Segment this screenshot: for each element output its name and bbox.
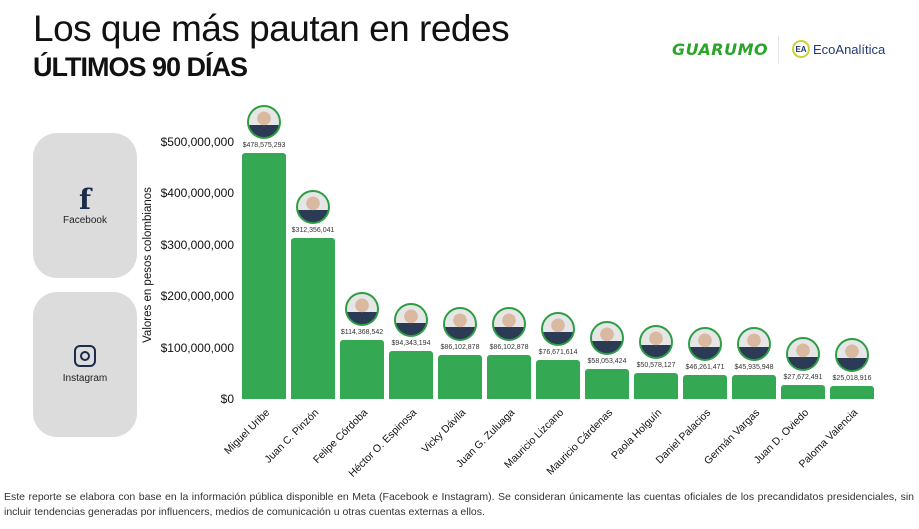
- candidate-avatar: [394, 302, 428, 337]
- footer-note: Este reporte se elabora con base en la i…: [4, 491, 914, 518]
- bar: [487, 354, 531, 399]
- candidate-avatar: [492, 306, 526, 341]
- data-label: $94,343,194: [391, 339, 431, 347]
- x-tick-label: Vicky Dávila: [419, 406, 469, 456]
- bar: [291, 238, 335, 399]
- bar: [438, 354, 482, 399]
- bar: [242, 153, 286, 399]
- y-tick-label: $500,000,000: [160, 135, 234, 149]
- y-tick-label: $300,000,000: [160, 237, 234, 252]
- candidate-avatar: [247, 105, 281, 139]
- candidate-avatar: [639, 325, 673, 359]
- data-label: $76,671,614: [538, 348, 578, 356]
- y-tick-label: $0: [220, 392, 234, 406]
- bar: [585, 369, 629, 399]
- data-label: $50,578,127: [636, 362, 676, 369]
- candidate-avatar: [296, 190, 330, 225]
- candidate-avatar: [688, 327, 722, 362]
- candidate-avatar: [541, 311, 575, 346]
- bar: [781, 384, 825, 399]
- candidate-avatar: [737, 327, 771, 362]
- bar: [536, 359, 580, 399]
- data-label: $45,935,948: [734, 364, 774, 372]
- bar: [634, 373, 678, 399]
- facebook-label: Facebook: [63, 215, 107, 226]
- candidate-avatar: [443, 306, 477, 341]
- guarumo-logo: GUARUMO: [672, 40, 769, 59]
- bar: [732, 375, 776, 399]
- candidate-avatar: [835, 338, 869, 373]
- page-subtitle: ÚLTIMOS 90 DÍAS: [33, 52, 248, 82]
- bar: [340, 340, 384, 399]
- data-label: $312,356,041: [291, 227, 335, 235]
- instagram-label: Instagram: [62, 373, 108, 384]
- candidate-avatar: [345, 292, 379, 327]
- page-title: Los que más pautan en redes: [33, 8, 510, 49]
- y-tick-label: $400,000,000: [160, 186, 234, 201]
- facebook-card: f Facebook: [33, 133, 137, 278]
- instagram-card: Instagram: [33, 292, 137, 437]
- data-label: $478,575,293: [242, 142, 286, 149]
- bar: [830, 386, 874, 399]
- data-label: $27,672,491: [783, 373, 823, 381]
- ecoanalitica-name: EcoAnalítica: [813, 41, 886, 57]
- data-label: $46,261,471: [685, 364, 725, 372]
- data-label: $86,102,878: [489, 343, 529, 351]
- x-tick-label: Miguel Uribe: [222, 406, 273, 457]
- ecoanalitica-logo: EA EcoAnalítica: [792, 40, 885, 58]
- instagram-icon: [74, 345, 96, 367]
- bar: [389, 350, 433, 399]
- bar: [683, 375, 727, 399]
- data-label: $58,053,424: [587, 358, 627, 366]
- candidate-avatar: [590, 321, 624, 356]
- logo-divider: [778, 36, 779, 64]
- data-label: $114,368,542: [340, 329, 384, 337]
- candidate-avatar: [786, 336, 820, 371]
- data-label: $86,102,878: [440, 343, 480, 351]
- y-tick-label: $200,000,000: [160, 289, 234, 304]
- y-tick-label: $100,000,000: [160, 340, 234, 355]
- ecoanalitica-mark-icon: EA: [792, 40, 810, 58]
- facebook-icon: f: [78, 183, 92, 216]
- data-label: $25,018,916: [832, 375, 872, 383]
